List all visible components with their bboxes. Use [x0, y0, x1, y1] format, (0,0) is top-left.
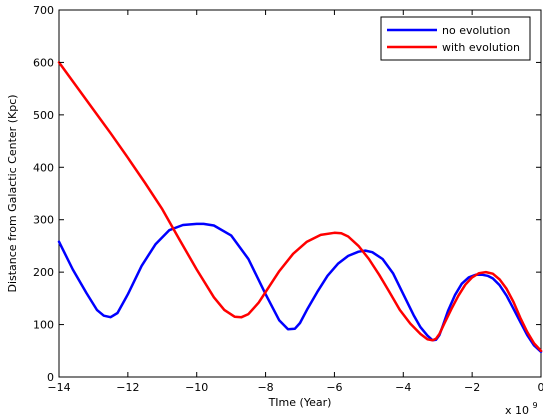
- legend-label-with-evolution: with evolution: [442, 41, 520, 54]
- y-tick-label: 700: [33, 4, 54, 17]
- x-tick-label: −2: [464, 381, 480, 394]
- y-tick-label: 0: [47, 371, 54, 384]
- x-axis-multiplier-exponent: 9: [533, 401, 538, 410]
- x-tick-label: −4: [395, 381, 411, 394]
- x-tick-label: 0: [538, 381, 543, 394]
- legend: no evolution with evolution: [380, 16, 531, 61]
- x-tick-label: −8: [257, 381, 273, 394]
- plot-area: [58, 9, 542, 378]
- plot-frame: [58, 9, 542, 378]
- legend-label-no-evolution: no evolution: [442, 24, 510, 37]
- y-tick-label: 200: [33, 266, 54, 279]
- x-tick-label: −12: [116, 381, 139, 394]
- y-tick-label: 100: [33, 319, 54, 332]
- x-axis-label: TIme (Year): [268, 396, 332, 409]
- legend-box: [380, 16, 531, 61]
- series-line-no-evolution: [57, 222, 543, 354]
- y-tick-label: 600: [33, 56, 54, 69]
- ticks-layer: −14 −12 −10 −8 −6 −4 −2 0 0 100 200 300 400 500 600 700: [33, 4, 543, 394]
- series-line-with-evolution: [57, 61, 543, 353]
- x-tick-label: −10: [185, 381, 208, 394]
- y-tick-label: 300: [33, 214, 54, 227]
- x-tick-label: −14: [47, 381, 70, 394]
- x-tick-label: −6: [326, 381, 342, 394]
- x-axis-multiplier: x 10 9: [505, 401, 538, 417]
- y-tick-label: 500: [33, 109, 54, 122]
- series-layer: [57, 61, 543, 354]
- y-tick-label: 400: [33, 161, 54, 174]
- y-axis-label: Distance from Galactic Center (Kpc): [6, 94, 19, 292]
- x-axis-multiplier-base: x 10: [505, 404, 529, 417]
